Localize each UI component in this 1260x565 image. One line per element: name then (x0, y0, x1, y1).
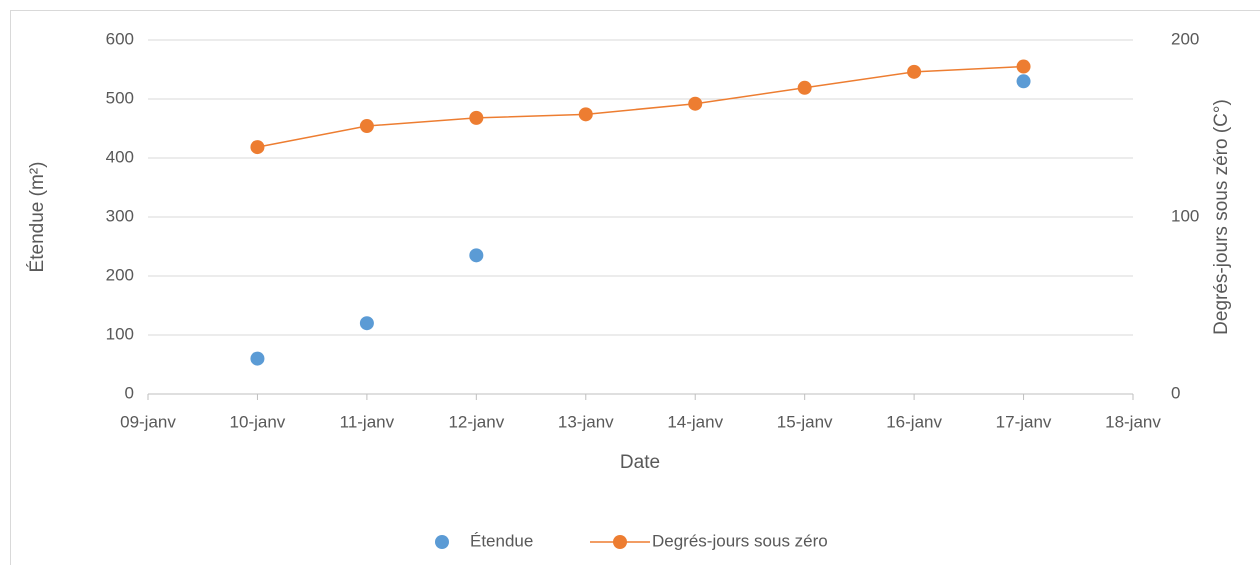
x-axis-title: Date (620, 452, 660, 473)
legend-label: Étendue (470, 531, 533, 550)
y2-tick-label: 100 (1171, 206, 1199, 225)
scatter-point (1016, 74, 1031, 89)
y2-tick-label: 0 (1171, 383, 1180, 402)
legend-label: Degrés-jours sous zéro (652, 531, 828, 550)
y-tick-label: 300 (106, 206, 134, 225)
y2-tick-label: 200 (1171, 29, 1199, 48)
x-tick-label: 17-janv (996, 412, 1052, 431)
x-tick-label: 18-janv (1105, 412, 1161, 431)
chart-border (10, 10, 1260, 565)
line-marker (250, 140, 265, 155)
x-tick-label: 16-janv (886, 412, 942, 431)
line-marker (469, 110, 484, 125)
line-marker (797, 80, 812, 95)
x-tick-label: 14-janv (667, 412, 723, 431)
legend-marker (613, 535, 627, 549)
y-tick-label: 600 (106, 29, 134, 48)
x-tick-label: 15-janv (777, 412, 833, 431)
y2-axis-title: Degrés-jours sous zéro (C°) (1211, 99, 1232, 335)
y-tick-label: 400 (106, 147, 134, 166)
x-tick-label: 13-janv (558, 412, 614, 431)
y-tick-label: 500 (106, 88, 134, 107)
line-marker (907, 64, 922, 79)
scatter-point (469, 248, 484, 263)
line-marker (688, 96, 703, 111)
line-marker (578, 107, 593, 122)
x-tick-label: 12-janv (448, 412, 504, 431)
x-tick-label: 11-janv (340, 412, 395, 431)
y-tick-label: 100 (106, 324, 134, 343)
legend-marker (435, 535, 449, 549)
line-marker (1016, 59, 1031, 74)
line-marker (359, 119, 374, 134)
x-tick-label: 10-janv (230, 412, 286, 431)
scatter-point (250, 351, 265, 366)
scatter-point (359, 316, 374, 331)
y-tick-label: 200 (106, 265, 134, 284)
y-axis-title: Étendue (m²) (27, 162, 48, 273)
line (257, 65, 1024, 148)
y-tick-label: 0 (125, 383, 134, 402)
x-tick-label: 09-janv (120, 412, 176, 431)
